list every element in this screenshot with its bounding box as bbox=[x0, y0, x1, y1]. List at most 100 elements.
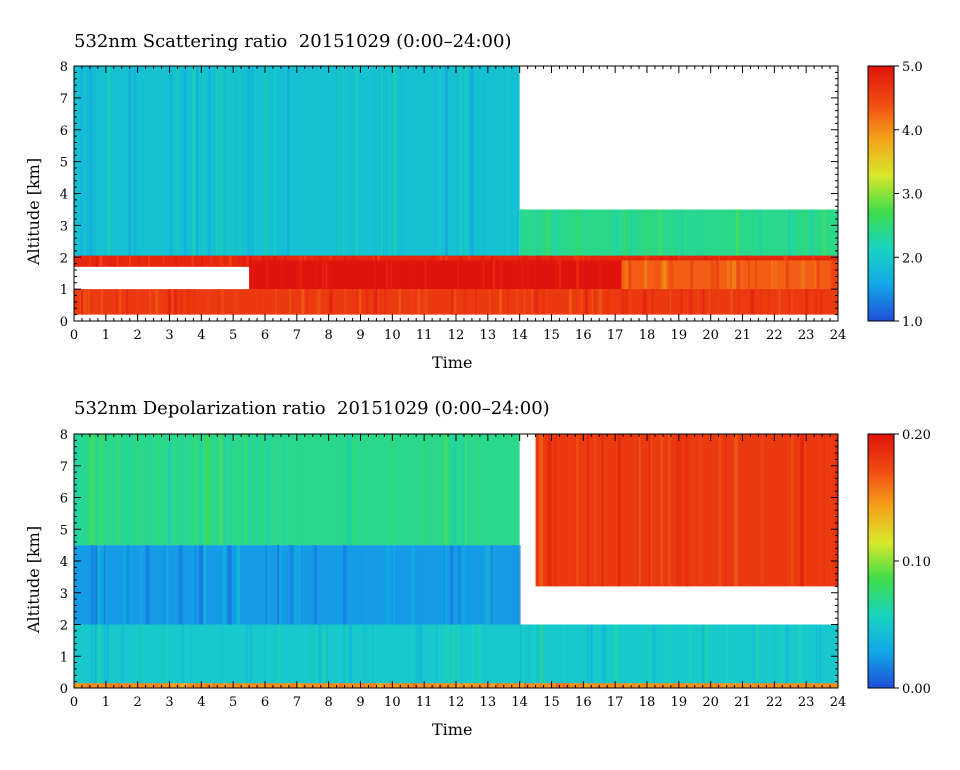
heatmap-streak bbox=[715, 260, 720, 312]
x-tick-label: 16 bbox=[575, 695, 592, 710]
x-tick-label: 9 bbox=[356, 328, 364, 343]
heatmap-streak bbox=[555, 260, 558, 306]
heatmap-streak bbox=[774, 260, 778, 312]
heatmap-streak bbox=[652, 624, 656, 688]
x-tick-label: 0 bbox=[70, 695, 78, 710]
heatmap-streak bbox=[153, 624, 156, 688]
heatmap-streak bbox=[639, 434, 641, 587]
heatmap-streak bbox=[352, 624, 356, 688]
heatmap-streak bbox=[280, 260, 284, 306]
heatmap-streak bbox=[169, 66, 174, 258]
heatmap-streak bbox=[830, 209, 832, 258]
heatmap-streak bbox=[814, 209, 819, 258]
heatmap-streak bbox=[260, 289, 262, 315]
heatmap-streak bbox=[585, 683, 589, 688]
heatmap-streak bbox=[212, 66, 215, 258]
heatmap-streak bbox=[183, 289, 186, 315]
heatmap-streak bbox=[708, 289, 711, 315]
heatmap-streak bbox=[161, 624, 165, 688]
heatmap-streak bbox=[139, 545, 144, 625]
heatmap-streak bbox=[444, 66, 449, 258]
heatmap-streak bbox=[580, 289, 583, 315]
heatmap-streak bbox=[724, 683, 727, 688]
heatmap-streak bbox=[647, 624, 651, 688]
heatmap-streak bbox=[538, 683, 541, 688]
heatmap-streak bbox=[586, 624, 589, 688]
heatmap-streak bbox=[424, 260, 427, 306]
heatmap-streak bbox=[368, 683, 373, 688]
x-tick-label: 20 bbox=[702, 695, 719, 710]
heatmap-streak bbox=[343, 683, 347, 688]
heatmap-streak bbox=[760, 289, 763, 315]
heatmap-streak bbox=[510, 260, 513, 306]
heatmap-streak bbox=[533, 624, 536, 688]
heatmap-streak bbox=[527, 624, 531, 688]
heatmap-streak bbox=[345, 624, 349, 688]
heatmap-streak bbox=[325, 260, 328, 306]
heatmap-streak bbox=[830, 260, 832, 312]
heatmap-streak bbox=[669, 260, 674, 312]
heatmap-streak bbox=[629, 260, 632, 312]
heatmap-streak bbox=[249, 624, 252, 688]
heatmap-streak bbox=[165, 545, 169, 625]
heatmap-streak bbox=[573, 434, 576, 587]
heatmap-streak bbox=[99, 255, 103, 267]
x-tick-label: 7 bbox=[293, 695, 301, 710]
y-tick-label: 5 bbox=[60, 156, 68, 171]
heatmap-streak bbox=[85, 66, 90, 258]
heatmap-streak bbox=[92, 434, 95, 546]
heatmap-streak bbox=[820, 289, 823, 315]
heatmap-streak bbox=[342, 624, 345, 688]
heatmap-streak bbox=[194, 545, 197, 625]
heatmap-streak bbox=[384, 289, 387, 315]
heatmap-streak bbox=[192, 66, 196, 258]
heatmap-streak bbox=[87, 683, 89, 688]
heatmap-streak bbox=[593, 434, 597, 587]
x-tick-label: 12 bbox=[448, 328, 465, 343]
heatmap-streak bbox=[555, 209, 558, 258]
heatmap-streak bbox=[309, 260, 312, 306]
heatmap-streak bbox=[158, 289, 163, 315]
heatmap-streak bbox=[716, 683, 719, 688]
heatmap-streak bbox=[418, 624, 420, 688]
heatmap-streak bbox=[252, 260, 257, 306]
heatmap-streak bbox=[363, 624, 368, 688]
heatmap-streak bbox=[221, 289, 224, 315]
heatmap-streak bbox=[417, 683, 420, 688]
heatmap-streak bbox=[614, 624, 618, 688]
heatmap-streak bbox=[332, 289, 335, 315]
heatmap-streak bbox=[277, 545, 280, 625]
heatmap-streak bbox=[238, 255, 240, 267]
y-tick-label: 1 bbox=[60, 283, 68, 298]
heatmap-streak bbox=[515, 434, 518, 546]
heatmap-streak bbox=[246, 255, 249, 267]
heatmap-streak bbox=[537, 683, 540, 688]
heatmap-streak bbox=[477, 434, 480, 546]
heatmap-streak bbox=[434, 683, 439, 688]
heatmap-streak bbox=[90, 624, 93, 688]
heatmap-streak bbox=[537, 624, 541, 688]
heatmap-streak bbox=[440, 624, 445, 688]
heatmap-streak bbox=[785, 260, 789, 312]
heatmap-streak bbox=[604, 260, 608, 306]
heatmap-streak bbox=[311, 624, 315, 688]
heatmap-streak bbox=[702, 289, 705, 315]
heatmap-streak bbox=[90, 66, 93, 258]
colorbar-label: 0.20 bbox=[902, 428, 931, 443]
heatmap-streak bbox=[517, 260, 522, 306]
heatmap-streak bbox=[823, 434, 826, 587]
heatmap-streak bbox=[457, 260, 459, 306]
heatmap-streak bbox=[697, 289, 700, 315]
heatmap-streak bbox=[236, 545, 241, 625]
heatmap-streak bbox=[798, 209, 801, 258]
heatmap-streak bbox=[739, 260, 743, 312]
heatmap-streak bbox=[334, 66, 339, 258]
colorbar-label: 0.10 bbox=[902, 555, 931, 570]
heatmap-streak bbox=[309, 545, 314, 625]
heatmap-streak bbox=[496, 683, 499, 688]
heatmap-streak bbox=[190, 545, 193, 625]
heatmap-streak bbox=[447, 624, 450, 688]
heatmap-streak bbox=[691, 209, 695, 258]
heatmap-streak bbox=[120, 434, 123, 546]
heatmap-streak bbox=[211, 683, 215, 688]
